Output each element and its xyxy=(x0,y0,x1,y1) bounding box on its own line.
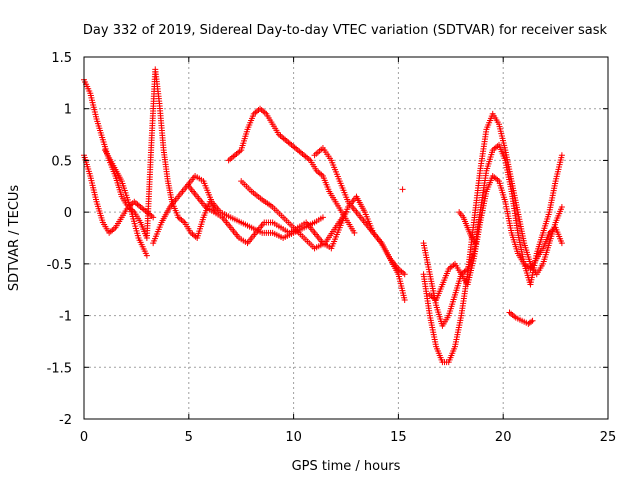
data-point xyxy=(343,209,349,216)
series-track-e xyxy=(185,183,408,304)
series-track-d xyxy=(150,172,326,247)
series-track-g xyxy=(238,178,349,252)
y-tick-label: 1 xyxy=(64,103,72,118)
data-point xyxy=(529,317,536,324)
series-track-j xyxy=(420,141,565,329)
data-point xyxy=(143,252,150,259)
data-point xyxy=(558,203,565,210)
series-track-k xyxy=(426,172,565,304)
series-track-f xyxy=(225,105,358,236)
data-point xyxy=(399,186,406,193)
tick-label-layer: 0 5 10 15 20 25 1.5 1 0.5 0 -0.5 -1 -1.5 -2 xyxy=(47,51,617,445)
data-point xyxy=(401,297,408,304)
x-tick-label: 10 xyxy=(285,430,302,445)
y-tick-label: 1.5 xyxy=(51,51,72,66)
series-track-c xyxy=(101,147,150,259)
y-axis-label: SDTVAR / TECUs xyxy=(7,185,22,292)
series-track-n xyxy=(399,186,406,193)
series-track-l xyxy=(456,209,479,247)
chart-title: Day 332 of 2019, Sidereal Day-to-day VTE… xyxy=(83,23,608,38)
plot-frame xyxy=(83,56,609,420)
data-point xyxy=(528,318,535,325)
x-axis-label: GPS time / hours xyxy=(292,459,401,474)
tick-layer xyxy=(83,56,609,420)
y-tick-label: 0.5 xyxy=(51,154,72,169)
series-track-m xyxy=(506,309,536,327)
data-layer xyxy=(81,66,565,366)
data-point xyxy=(558,240,565,247)
y-tick-label: -1.5 xyxy=(47,361,72,376)
data-point xyxy=(150,214,157,221)
data-point xyxy=(351,229,358,236)
x-tick-label: 20 xyxy=(495,430,512,445)
data-point xyxy=(401,271,408,278)
series-track-i xyxy=(420,110,565,366)
y-tick-label: -1 xyxy=(59,310,72,325)
x-tick-label: 0 xyxy=(80,430,88,445)
y-tick-label: 0 xyxy=(64,206,72,221)
data-point xyxy=(319,214,326,221)
data-point xyxy=(472,240,479,247)
x-tick-label: 25 xyxy=(600,430,617,445)
x-tick-label: 5 xyxy=(185,430,193,445)
x-tick-label: 15 xyxy=(390,430,407,445)
series-track-h xyxy=(311,145,408,278)
series-track-b xyxy=(81,152,157,236)
data-point xyxy=(558,152,565,159)
y-tick-label: -2 xyxy=(59,413,72,428)
y-tick-label: -0.5 xyxy=(47,258,72,273)
